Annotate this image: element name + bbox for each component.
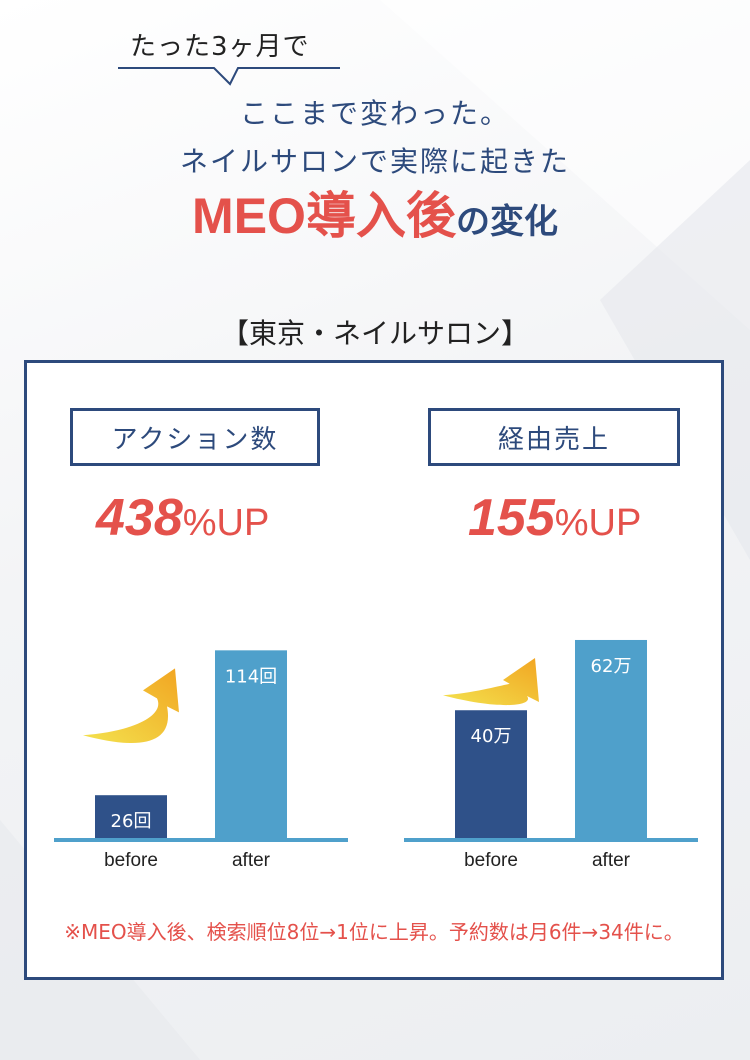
main-headline: MEO導入後の変化 [0, 176, 750, 248]
bar-after [215, 650, 287, 838]
baseline [404, 838, 698, 842]
headline-line-2: ネイルサロンで実際に起きた [179, 145, 570, 178]
chart-actions: アクション数 438%UP 26回 before 114回 after [50, 408, 390, 878]
highlight-value: 438 [96, 489, 183, 547]
category-label: before [104, 850, 158, 871]
headline-rest: の変化 [455, 202, 558, 242]
bar-before [455, 710, 527, 838]
highlight-suffix: %UP [182, 502, 270, 544]
bar-plot: 26回 before 114回 after [54, 650, 348, 871]
category-label: before [464, 850, 518, 871]
highlight-percent: 155%UP [468, 488, 641, 548]
chart-title-box: 経由売上 [428, 408, 680, 466]
category-label: after [232, 850, 271, 871]
highlight-suffix: %UP [554, 502, 642, 544]
data-label: 40万 [471, 726, 512, 747]
highlight-percent: 438%UP [96, 488, 269, 548]
chart-sales: 経由売上 155%UP 40万 before 62万 after [400, 408, 740, 878]
bar-before [95, 795, 167, 838]
footnote: ※MEO導入後、検索順位8位→1位に上昇。予約数は月6件→34件に。 [64, 920, 684, 944]
headline-line-1: ここまで変わった。 [239, 97, 510, 130]
lead-text: たった3ヶ月で [130, 32, 310, 62]
location-label: 【東京・ネイルサロン】 [220, 317, 529, 350]
bar-plot: 40万 before 62万 after [404, 639, 698, 871]
trend-up-arrow-icon [83, 668, 179, 744]
data-label: 62万 [591, 656, 632, 677]
trend-up-arrow-icon [443, 657, 539, 706]
data-label: 26回 [111, 811, 152, 832]
headline-emphasis: MEO導入後 [192, 188, 456, 244]
highlight-value: 155 [468, 489, 555, 547]
category-label: after [592, 850, 631, 871]
data-label: 114回 [225, 666, 277, 687]
chart-title-box: アクション数 [70, 408, 320, 466]
bar-after [575, 639, 647, 838]
baseline [54, 838, 348, 842]
lead-underline [118, 67, 340, 86]
